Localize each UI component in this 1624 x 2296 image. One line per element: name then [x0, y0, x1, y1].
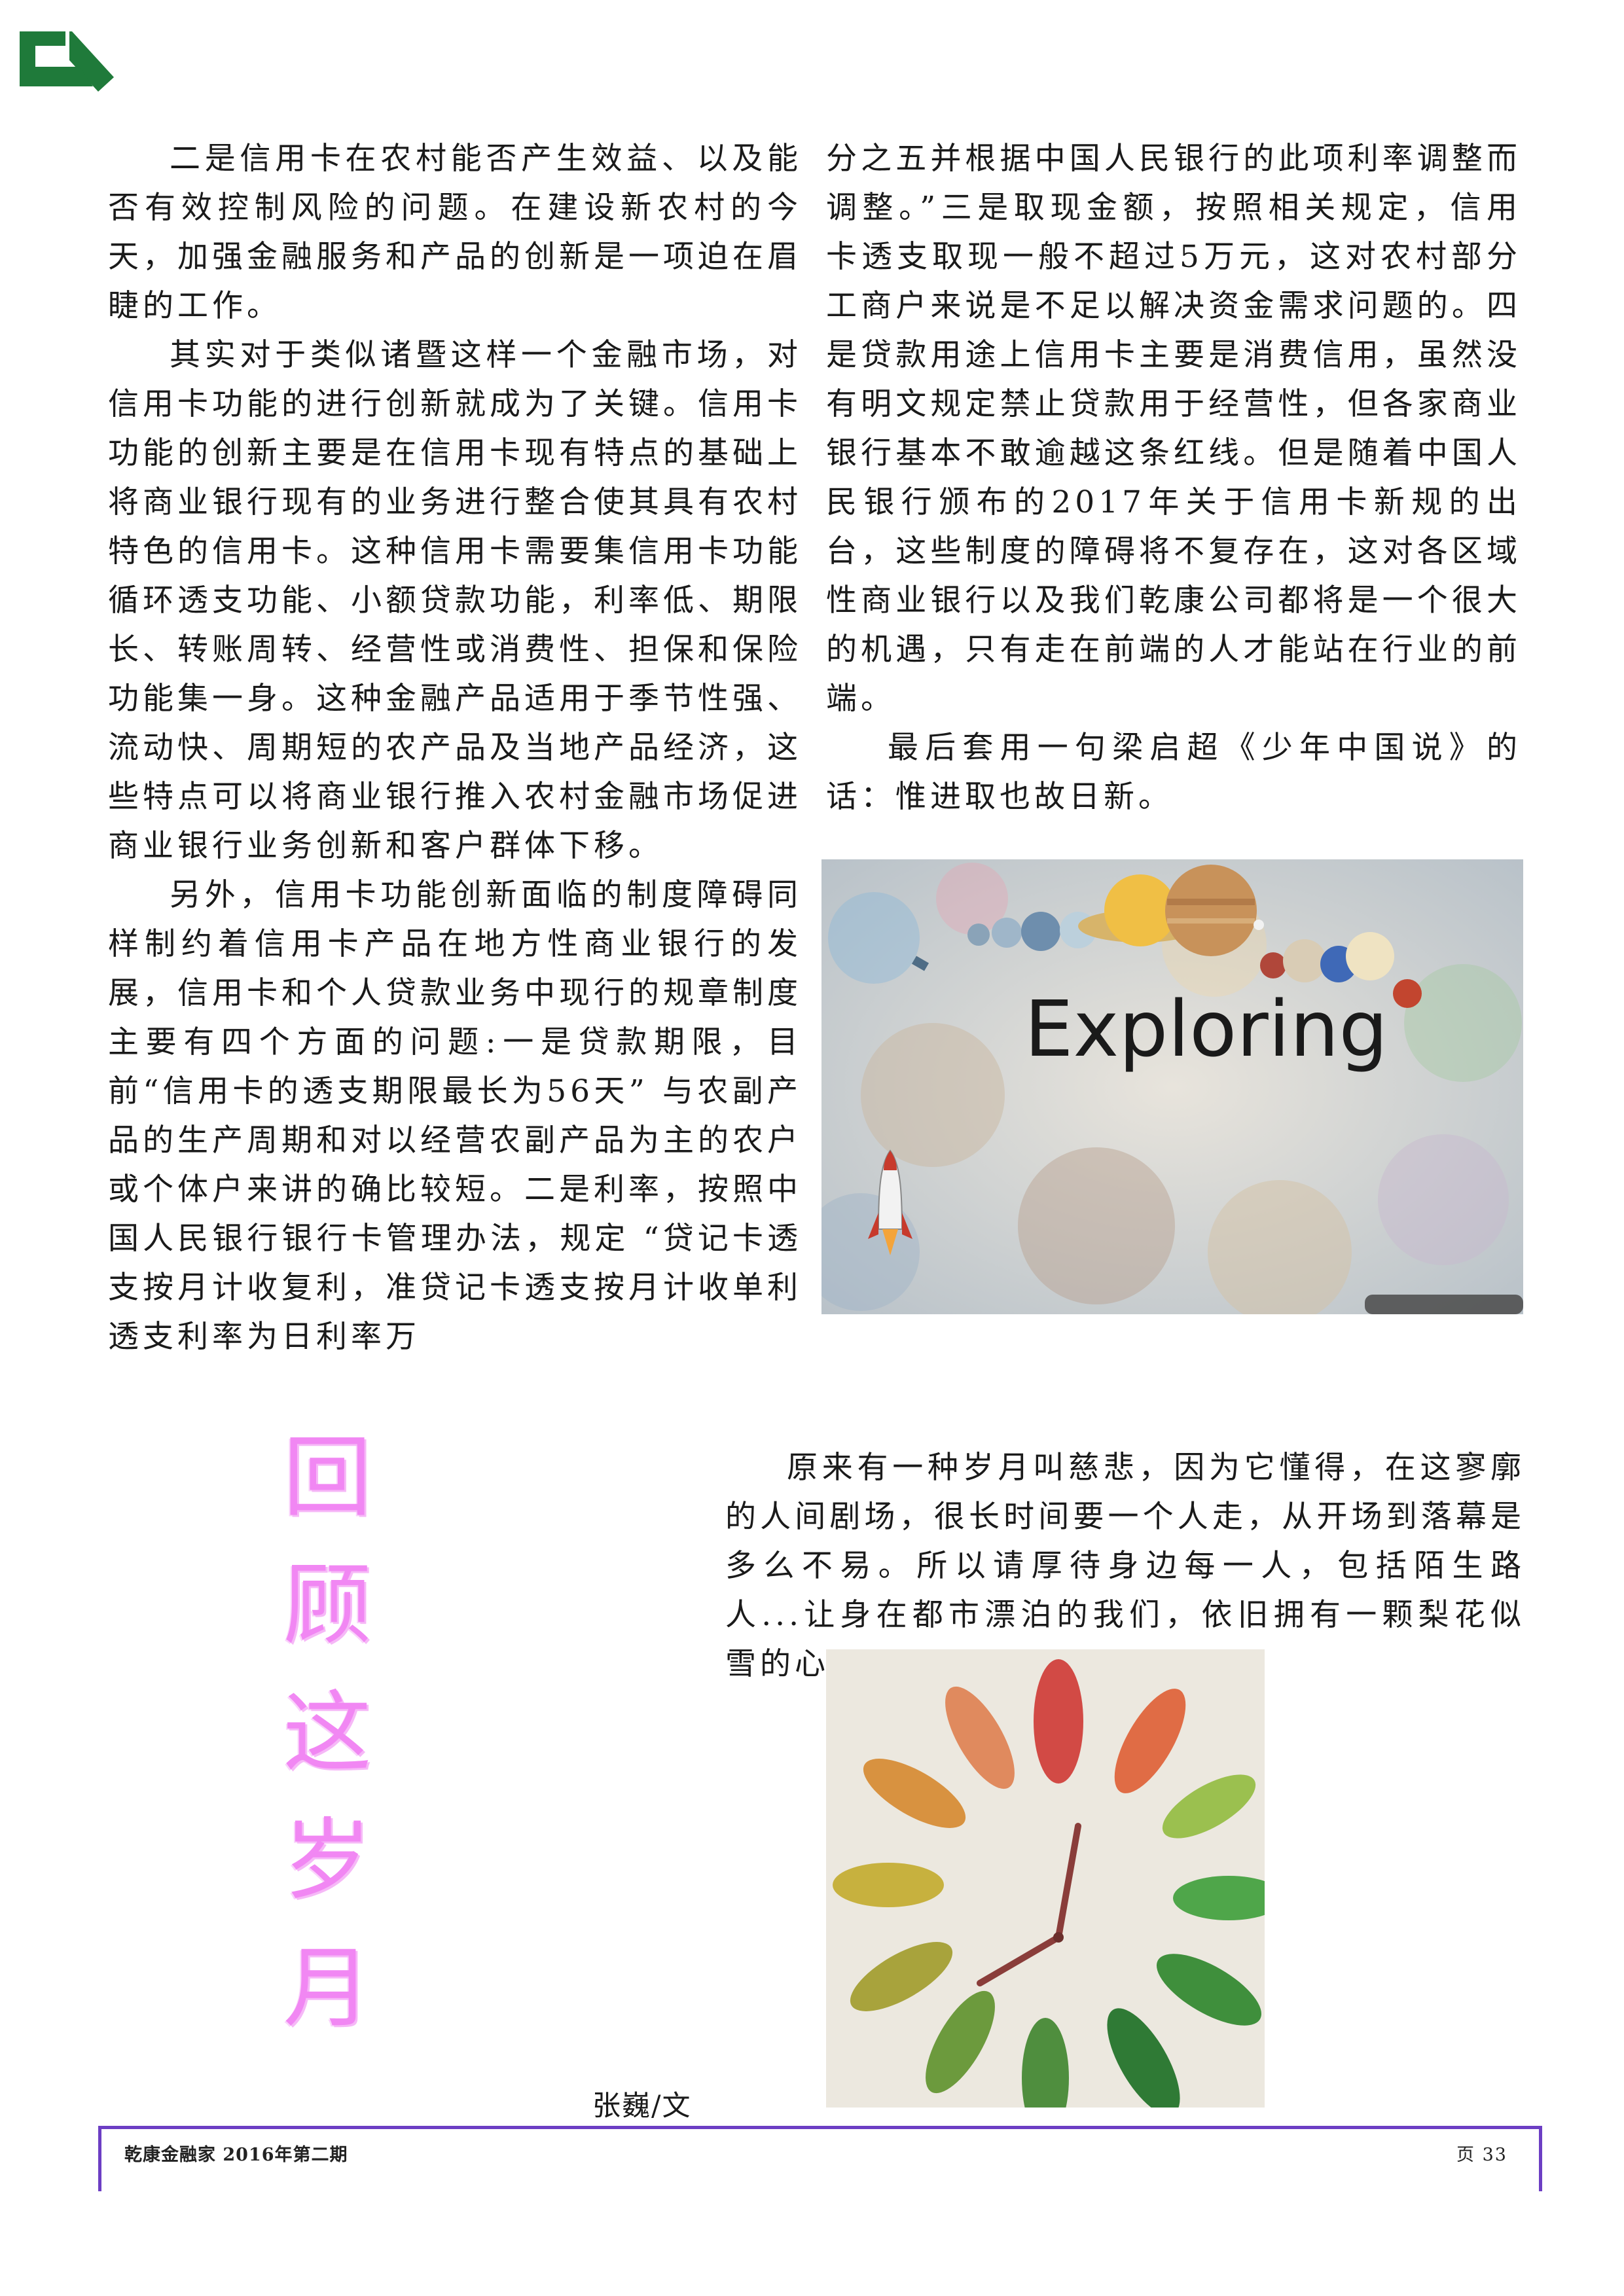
paragraph: 最后套用一句梁启超《少年中国说》的话：惟进取也故日新。	[826, 730, 1521, 815]
right-text-column: 分之五并根据中国人民银行的此项利率调整而调整。”三是取现金额，按照相关规定，信用…	[826, 134, 1521, 821]
title-char: 月	[283, 1937, 372, 2039]
essay-text: 原来有一种岁月叫慈悲，因为它懂得，在这寥廓的人间剧场，很长时间要一个人走，从开场…	[725, 1443, 1525, 1689]
leaves-illustration	[826, 1649, 1265, 2108]
title-char: 这	[283, 1681, 372, 1784]
exploring-caption: Exploring	[1024, 984, 1388, 1074]
paragraph: 另外，信用卡功能创新面临的制度障碍同样制约着信用卡产品在地方性商业银行的发展，信…	[108, 877, 802, 1355]
exploring-space-image: Exploring	[821, 859, 1523, 1314]
page-number: 页 33	[1456, 2145, 1507, 2165]
planets-illustration: Exploring	[821, 859, 1523, 1314]
vertical-title: 回 顾 这 岁 月	[265, 1414, 389, 2052]
title-char: 回	[283, 1426, 372, 1529]
footer-frame	[98, 2126, 1542, 2191]
left-text-column: 二是信用卡在农村能否产生效益、以及能否有效控制风险的问题。在建设新农村的今天，加…	[108, 134, 802, 1361]
paragraph: 分之五并根据中国人民银行的此项利率调整而调整。”三是取现金额，按照相关规定，信用…	[826, 141, 1521, 717]
paragraph: 其实对于类似诸暨这样一个金融市场，对信用卡功能的进行创新就成为了关键。信用卡功能…	[108, 337, 802, 864]
leaves-clock-image	[826, 1649, 1265, 2108]
publication-name: 乾康金融家 2016年第二期	[124, 2145, 348, 2165]
title-char: 顾	[283, 1554, 372, 1657]
publisher-logo-icon	[20, 31, 114, 92]
paragraph: 原来有一种岁月叫慈悲，因为它懂得，在这寥廓的人间剧场，很长时间要一个人走，从开场…	[725, 1450, 1525, 1682]
title-char: 岁	[283, 1809, 372, 1912]
author-byline: 张巍/文	[592, 2090, 692, 2123]
paragraph: 二是信用卡在农村能否产生效益、以及能否有效控制风险的问题。在建设新农村的今天，加…	[108, 141, 802, 324]
